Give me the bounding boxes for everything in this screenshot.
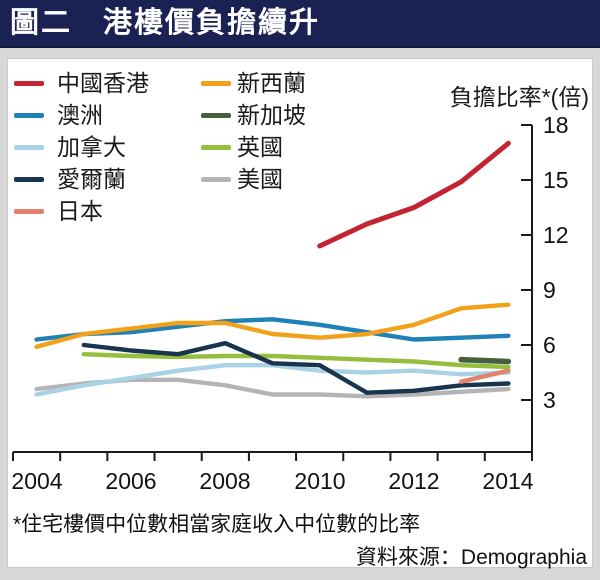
legend-swatch-japan — [14, 208, 44, 214]
series-line-新加坡 — [458, 356, 512, 365]
legend-item-new-zealand: 新西蘭 — [201, 67, 306, 99]
legend-swatch-canada — [14, 144, 44, 150]
series-line-中國香港 — [317, 140, 511, 249]
series-line-澳洲 — [34, 317, 511, 342]
legend-label: 中國香港 — [57, 69, 149, 96]
series-line-日本 — [459, 368, 511, 384]
legend-swatch-hong-kong — [14, 80, 44, 86]
legend-label: 美國 — [237, 165, 283, 192]
legend-item-australia: 澳洲 — [14, 99, 149, 131]
legend-label: 愛爾蘭 — [57, 165, 126, 192]
x-tick-label: 2008 — [199, 468, 250, 494]
legend-item-japan: 日本 — [14, 195, 149, 227]
x-tick-label: 2012 — [388, 468, 439, 494]
legend-item-uk: 英國 — [201, 131, 306, 163]
y-tick-label: 12 — [543, 222, 569, 248]
x-tick-label: 2004 — [11, 468, 62, 494]
legend-swatch-singapore — [201, 112, 231, 118]
series-line-愛爾蘭 — [81, 341, 511, 395]
legend-swatch-ireland — [14, 176, 44, 182]
legend-swatch-usa — [201, 176, 231, 182]
chart-series-lines — [34, 140, 512, 399]
legend-item-canada: 加拿大 — [14, 131, 149, 163]
legend-label: 新西蘭 — [237, 69, 306, 96]
series-line-英國 — [81, 352, 511, 370]
x-tick-label: 2006 — [105, 468, 156, 494]
legend-swatch-new-zealand — [201, 80, 231, 86]
x-tick-label: 2014 — [482, 468, 533, 494]
legend-column-left: 中國香港 澳洲 加拿大 愛爾蘭 日本 — [14, 67, 149, 227]
y-tick-label: 9 — [543, 277, 556, 303]
legend-swatch-uk — [201, 144, 231, 150]
legend-label: 英國 — [237, 133, 283, 160]
legend-label: 加拿大 — [57, 133, 126, 160]
x-axis-tick-labels: 2004 2006 2008 2010 2012 2014 — [11, 468, 533, 494]
chart-axes — [12, 124, 533, 461]
page-title: 圖二 港樓價負擔續升 — [10, 6, 321, 39]
y-axis-tick-labels: 18 15 12 9 6 3 — [543, 112, 569, 413]
legend-label: 新加坡 — [237, 101, 306, 128]
x-tick-label: 2010 — [294, 468, 345, 494]
legend-item-singapore: 新加坡 — [201, 99, 306, 131]
chart-footnote: *住宅樓價中位數相當家庭收入中位數的比率 — [13, 513, 421, 536]
y-axis-title: 負擔比率*(倍) — [449, 84, 589, 110]
legend-label: 日本 — [57, 197, 103, 224]
legend-item-hong-kong: 中國香港 — [14, 67, 149, 99]
legend-label: 澳洲 — [57, 101, 103, 128]
data-source: 資料來源：Demographia — [355, 546, 587, 569]
y-tick-label: 6 — [543, 332, 556, 358]
y-tick-label: 3 — [543, 387, 556, 413]
series-line-新西蘭 — [34, 302, 511, 349]
y-tick-label: 18 — [543, 112, 569, 138]
legend-swatch-australia — [14, 112, 44, 118]
y-tick-label: 15 — [543, 167, 569, 193]
x-axis-ticks — [12, 452, 533, 461]
y-axis-ticks — [521, 124, 532, 401]
title-bar: 圖二 港樓價負擔續升 — [0, 0, 600, 48]
legend-item-usa: 美國 — [201, 163, 306, 195]
legend-column-right: 新西蘭 新加坡 英國 美國 — [201, 67, 306, 195]
legend-item-ireland: 愛爾蘭 — [14, 163, 149, 195]
chart-panel — [7, 58, 593, 568]
